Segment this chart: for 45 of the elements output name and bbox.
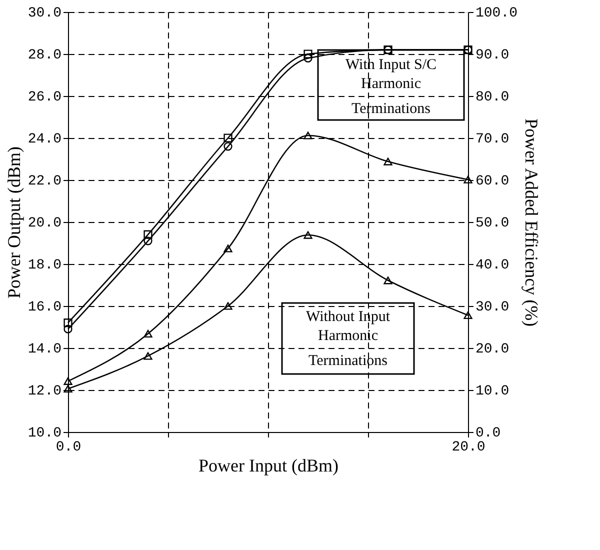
y-tick-label: 18.0 [28,258,62,274]
point [304,231,312,239]
point [224,134,232,142]
point [464,311,472,320]
y-tick-label: 10.0 [28,426,62,442]
y-tick-label: 14.0 [28,342,62,358]
y2-tick-label: 80.0 [476,90,510,106]
y2-tick-label: 10.0 [476,384,510,400]
y2-tick-label: 100.0 [476,6,518,22]
y2-axis-title: Power Added Efficiency (%) [522,118,542,327]
point [64,377,72,385]
point [144,352,152,360]
point [384,276,392,284]
x-axis-title: Power Input (dBm) [198,456,338,476]
y-tick-label: 12.0 [28,384,62,400]
point [304,54,312,62]
point [64,324,72,334]
point [304,132,312,140]
y-tick-label: 26.0 [28,90,62,106]
y-tick-label: 16.0 [28,300,62,316]
y2-tick-label: 70.0 [476,132,510,148]
point [64,318,72,328]
point [224,142,232,151]
point [224,302,232,310]
y-tick-label: 28.0 [28,48,62,64]
annotation: With Input S/C Harmonic Terminations [345,57,437,117]
point [144,230,152,239]
y-axis-title: Power Output (dBm) [4,146,24,298]
y-tick-label: 24.0 [28,132,62,148]
y-tick-label: 20.0 [28,216,62,232]
point [224,244,232,252]
y2-tick-label: 40.0 [476,258,510,274]
y2-tick-label: 20.0 [476,342,510,358]
annotation: Without Input Harmonic Terminations [306,309,391,369]
point [144,236,152,246]
point [144,330,152,338]
y-tick-label: 30.0 [28,6,62,22]
y-tick-label: 22.0 [28,174,62,190]
y2-tick-label: 30.0 [476,300,510,316]
point [384,158,392,166]
y2-tick-label: 60.0 [476,174,510,190]
point [304,50,312,58]
y2-tick-label: 0.0 [476,426,501,442]
y2-tick-label: 50.0 [476,216,510,232]
y2-tick-label: 90.0 [476,48,510,64]
